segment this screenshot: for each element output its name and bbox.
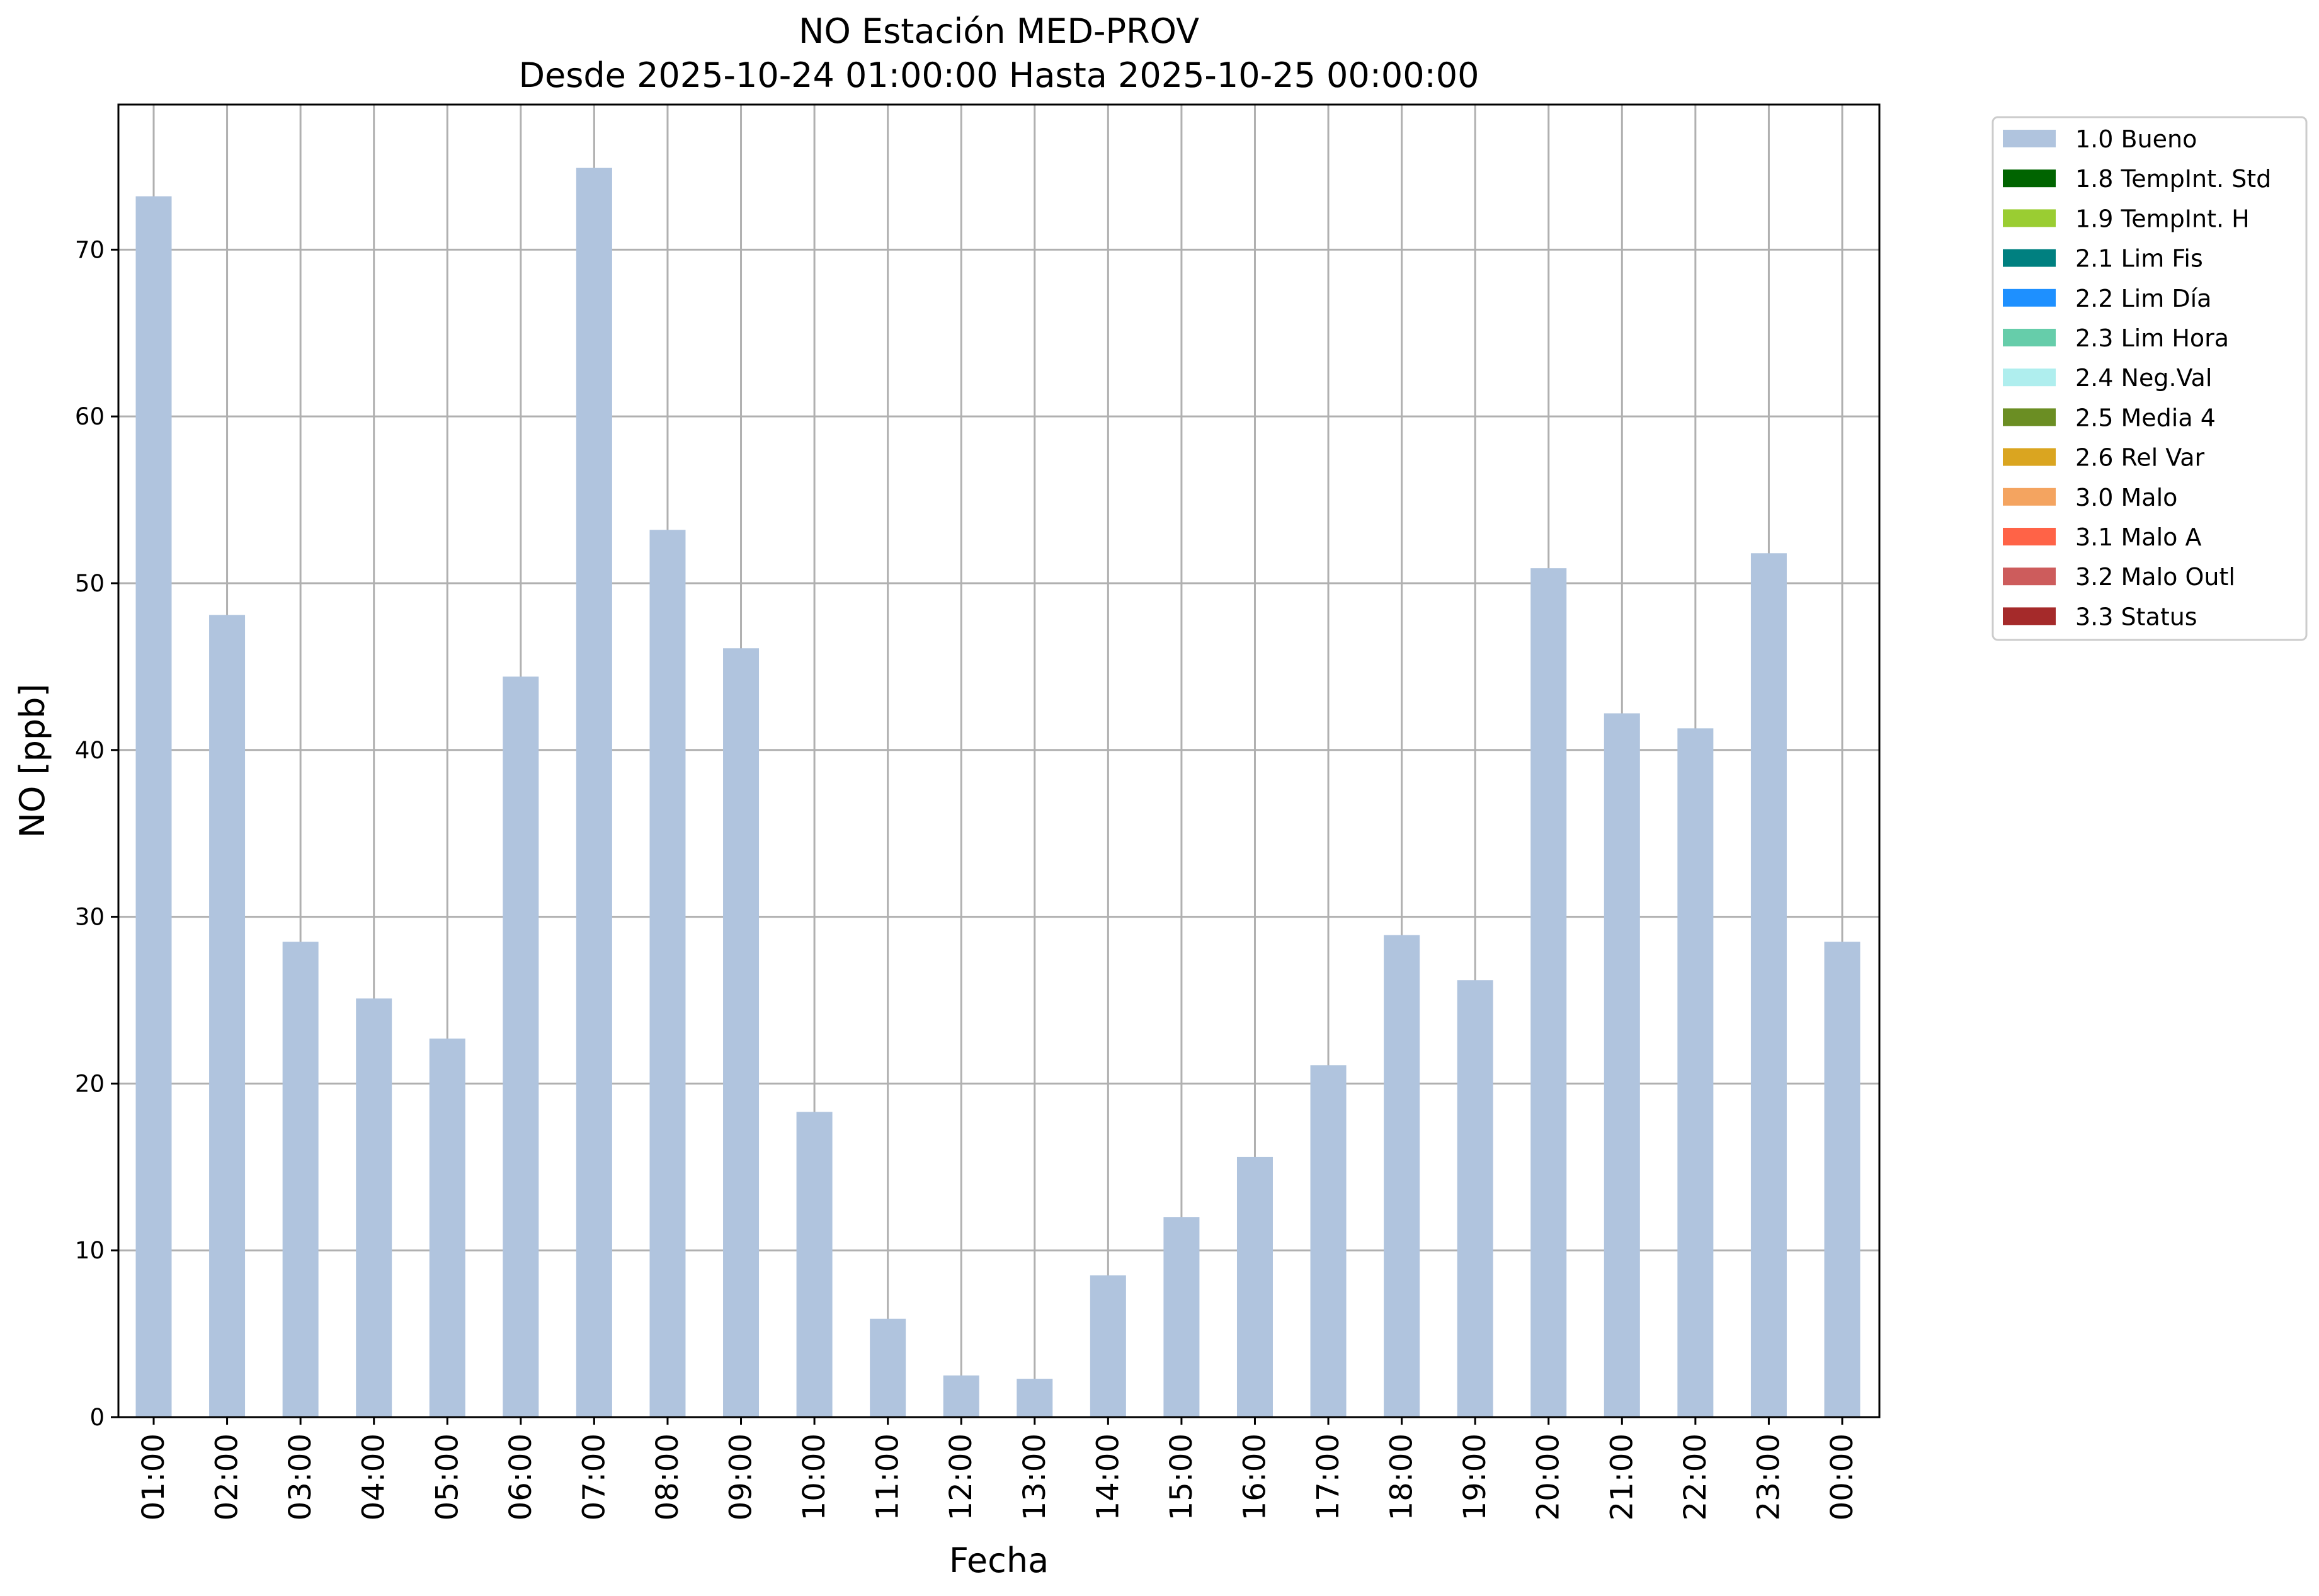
legend-label: 1.0 Bueno xyxy=(2075,125,2197,153)
legend-swatch xyxy=(2003,607,2056,625)
x-tick-label: 06:00 xyxy=(503,1434,538,1520)
legend-label: 2.1 Lim Fis xyxy=(2075,245,2203,273)
x-tick-label: 19:00 xyxy=(1457,1434,1493,1520)
chart-subtitle: Desde 2025-10-24 01:00:00 Hasta 2025-10-… xyxy=(518,55,1479,95)
bar-1300 xyxy=(1017,1379,1053,1417)
x-tick-label: 14:00 xyxy=(1090,1434,1125,1520)
legend-label: 3.1 Malo A xyxy=(2075,523,2201,551)
legend-label: 2.4 Neg.Val xyxy=(2075,364,2212,392)
legend-swatch xyxy=(2003,487,2056,506)
x-tick-label: 01:00 xyxy=(136,1434,171,1520)
y-tick-label: 0 xyxy=(89,1404,105,1431)
bar-0900 xyxy=(723,648,760,1417)
bar-2100 xyxy=(1604,713,1640,1417)
bar-0400 xyxy=(356,998,392,1417)
y-axis-label: NO [ppb] xyxy=(13,683,52,838)
x-tick-label: 05:00 xyxy=(430,1434,465,1520)
x-tick-label: 16:00 xyxy=(1237,1434,1272,1520)
plot-frame xyxy=(117,103,1881,1418)
x-tick-label: 08:00 xyxy=(650,1434,685,1520)
legend-swatch xyxy=(2003,288,2056,307)
x-tick-label: 04:00 xyxy=(356,1434,392,1520)
y-tick-label: 70 xyxy=(75,236,105,263)
x-tick-label: 22:00 xyxy=(1678,1434,1713,1520)
x-tick-label: 03:00 xyxy=(283,1434,318,1520)
bar-0200 xyxy=(209,615,246,1417)
bar-2300 xyxy=(1750,553,1787,1417)
legend-swatch xyxy=(2003,209,2056,227)
legend: 1.0 Bueno 1.8 TempInt. Std 1.9 TempInt. H 2… xyxy=(1991,116,2308,641)
bar-0800 xyxy=(649,530,686,1417)
chart-title: NO Estación MED-PROV xyxy=(799,11,1199,51)
legend-label: 2.3 Lim Hora xyxy=(2075,324,2229,352)
x-tick-label: 23:00 xyxy=(1751,1434,1786,1520)
x-tick-label: 00:00 xyxy=(1825,1434,1860,1520)
bar-1000 xyxy=(796,1112,833,1417)
y-tick-label: 10 xyxy=(75,1237,105,1264)
bar-1900 xyxy=(1457,980,1493,1417)
x-tick-label: 21:00 xyxy=(1604,1434,1639,1520)
bar-0700 xyxy=(576,168,612,1418)
legend-swatch xyxy=(2003,329,2056,346)
x-tick-label: 11:00 xyxy=(870,1434,906,1520)
legend-label: 3.0 Malo xyxy=(2075,484,2177,511)
legend-label: 2.6 Rel Var xyxy=(2075,444,2205,472)
bar-1600 xyxy=(1236,1156,1273,1417)
bar-1700 xyxy=(1310,1065,1347,1417)
y-tick-label: 60 xyxy=(75,403,105,430)
x-tick-label: 02:00 xyxy=(210,1434,245,1520)
legend-swatch xyxy=(2003,130,2056,147)
legend-swatch xyxy=(2003,408,2056,426)
bar-1100 xyxy=(870,1318,906,1417)
x-tick-label: 12:00 xyxy=(943,1434,979,1520)
legend-label: 1.8 TempInt. Std xyxy=(2075,165,2271,193)
x-axis-ticks: 01:00 02:00 03:00 04:00 05:00 06:00 07:00 08:00… xyxy=(136,1417,1860,1520)
x-tick-label: 10:00 xyxy=(797,1434,832,1520)
bar-2000 xyxy=(1530,568,1567,1417)
x-tick-label: 07:00 xyxy=(576,1434,612,1520)
y-tick-label: 50 xyxy=(75,570,105,597)
x-tick-label: 13:00 xyxy=(1017,1434,1052,1520)
y-tick-label: 20 xyxy=(75,1070,105,1097)
bar-1200 xyxy=(943,1375,979,1417)
bar-2200 xyxy=(1677,728,1714,1417)
x-axis-label: Fecha xyxy=(949,1541,1049,1580)
bar-0300 xyxy=(282,942,319,1417)
legend-label: 1.9 TempInt. H xyxy=(2075,205,2250,232)
bar-layer xyxy=(135,168,1860,1418)
legend-swatch xyxy=(2003,448,2056,466)
bar-0600 xyxy=(503,676,539,1417)
legend-swatch xyxy=(2003,249,2056,267)
legend-swatch xyxy=(2003,169,2056,188)
legend-swatch xyxy=(2003,368,2056,387)
bar-1400 xyxy=(1090,1275,1126,1417)
x-tick-label: 17:00 xyxy=(1311,1434,1346,1520)
legend-label: 3.2 Malo Outl xyxy=(2075,563,2235,591)
x-tick-label: 20:00 xyxy=(1531,1434,1566,1520)
bar-1500 xyxy=(1163,1217,1200,1417)
y-tick-label: 30 xyxy=(75,904,105,931)
legend-frame xyxy=(1991,116,2308,641)
bar-0000 xyxy=(1824,942,1860,1417)
legend-label: 2.2 Lim Día xyxy=(2075,285,2211,312)
x-tick-label: 15:00 xyxy=(1164,1434,1199,1520)
x-tick-label: 09:00 xyxy=(724,1434,759,1520)
bar-0100 xyxy=(135,196,172,1418)
bar-1800 xyxy=(1384,935,1420,1417)
legend-label: 2.5 Media 4 xyxy=(2075,404,2216,431)
legend-swatch xyxy=(2003,567,2056,586)
y-tick-label: 40 xyxy=(75,737,105,764)
x-tick-label: 18:00 xyxy=(1384,1434,1420,1520)
legend-label: 3.3 Status xyxy=(2075,603,2197,630)
legend-swatch xyxy=(2003,528,2056,545)
bar-0500 xyxy=(429,1038,465,1417)
y-axis-ticks: 0 10 20 30 40 50 60 70 xyxy=(75,236,118,1431)
